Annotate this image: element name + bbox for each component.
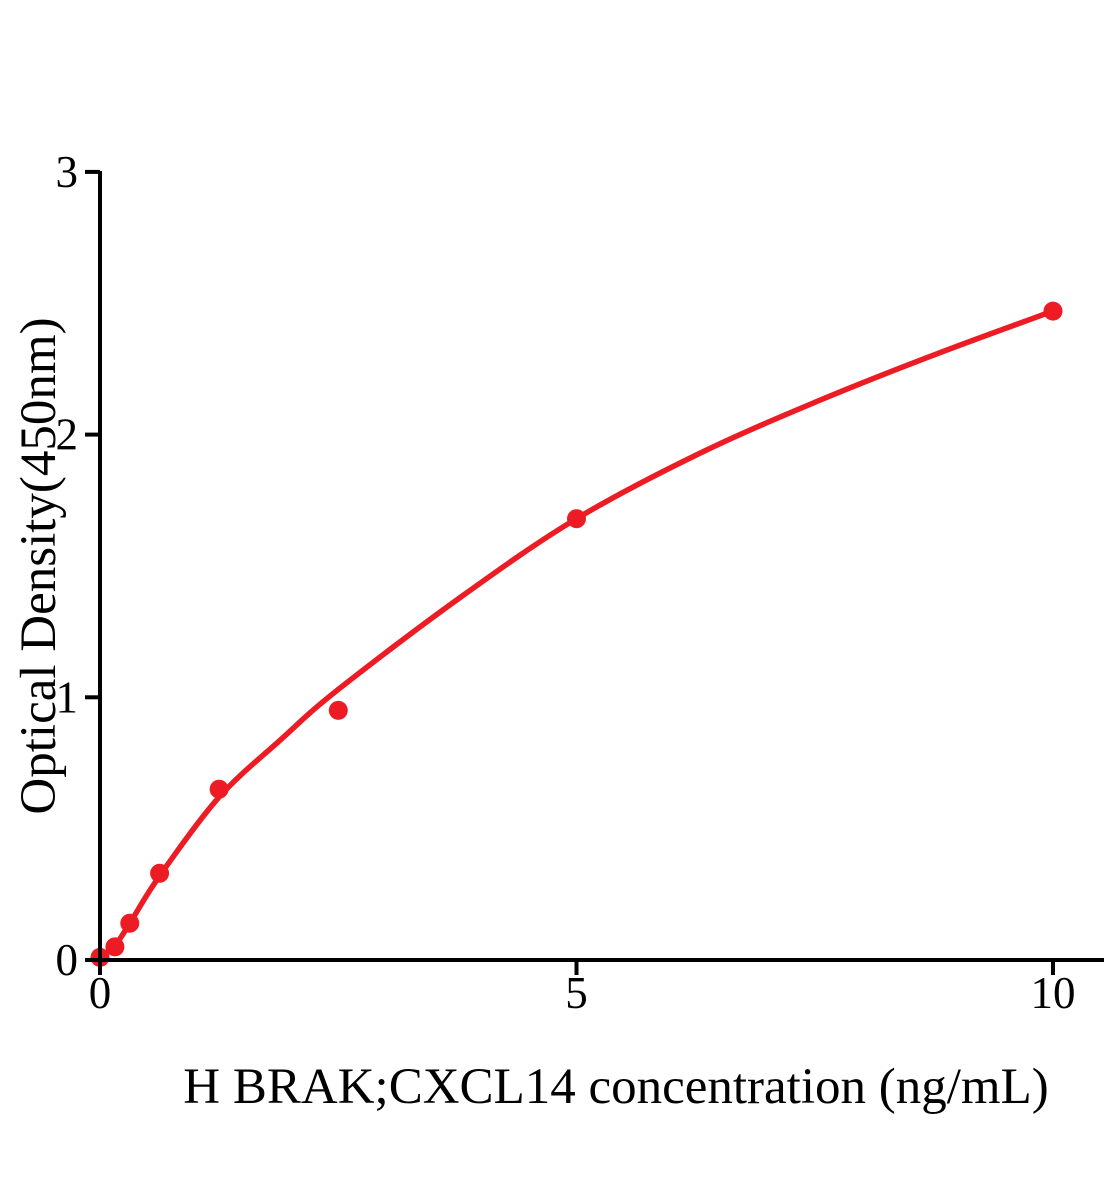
series-layer [90, 301, 1063, 967]
ticks-layer [85, 169, 1055, 975]
data-point [328, 700, 348, 720]
y-tick-label: 1 [56, 672, 79, 722]
tick-labels-layer: 0 5 10 0 1 2 3 [56, 147, 1076, 1018]
y-tick-label: 0 [56, 935, 79, 985]
data-point [567, 509, 586, 529]
x-axis-title: H BRAK;CXCL14 concentration (ng/mL) [183, 1059, 1048, 1115]
data-point [209, 779, 229, 799]
data-point [105, 937, 125, 957]
data-point [1043, 301, 1063, 321]
data-point [150, 863, 170, 883]
x-tick-label: 0 [89, 968, 112, 1018]
standard-curve-line [97, 308, 1056, 961]
axis-lines [98, 171, 1104, 962]
y-tick-label: 2 [56, 410, 79, 460]
data-point [120, 913, 140, 933]
axes-layer [98, 171, 1104, 962]
x-tick-label: 10 [1031, 968, 1076, 1018]
y-axis-title: Optical Density(450nm) [11, 317, 67, 814]
x-tick-label: 5 [565, 968, 588, 1018]
y-tick-label: 3 [56, 147, 79, 197]
